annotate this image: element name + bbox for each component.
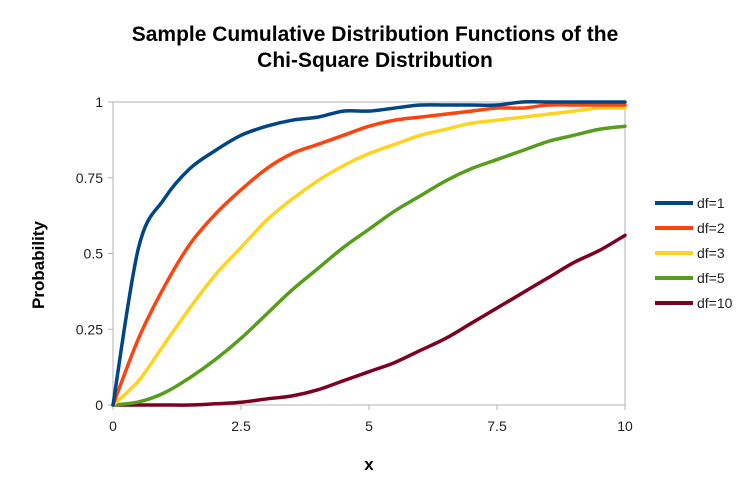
- legend-label: df=2: [697, 220, 725, 236]
- chart-title-line-2: Chi-Square Distribution: [257, 49, 493, 72]
- x-axis-title: x: [364, 455, 374, 474]
- legend-label: df=10: [697, 295, 733, 311]
- y-ticks: 0 0.25 0.5 0.75 1: [76, 94, 113, 413]
- x-tick-label: 10: [617, 418, 633, 434]
- series-line-df-10: [111, 233, 627, 407]
- x-tick-label: 5: [365, 418, 373, 434]
- y-axis-title: Probability: [29, 221, 48, 309]
- chart-title-line-1: Sample Cumulative Distribution Functions…: [131, 23, 619, 46]
- x-tick-label: 0: [109, 418, 117, 434]
- x-ticks: 0 2.5 5 7.5 10: [109, 405, 633, 434]
- legend-item: df=1: [655, 195, 725, 211]
- legend-label: df=1: [697, 195, 725, 211]
- y-tick-label: 1: [95, 94, 103, 110]
- series-line-df-5: [111, 124, 627, 407]
- series-lines: [111, 100, 627, 407]
- y-tick-label: 0: [95, 397, 103, 413]
- y-tick-label: 0.25: [76, 321, 103, 337]
- legend-item: df=3: [655, 245, 725, 261]
- legend-label: df=5: [697, 270, 725, 286]
- series-line-df-3: [111, 106, 627, 407]
- legend-item: df=5: [655, 270, 725, 286]
- series-line-df-2: [111, 103, 627, 407]
- axes: [108, 101, 626, 410]
- legend: df=1 df=2 df=3 df=5 df=10: [655, 195, 733, 311]
- y-tick-label: 0.5: [84, 246, 104, 262]
- legend-item: df=10: [655, 295, 733, 311]
- y-tick-label: 0.75: [76, 170, 103, 186]
- x-tick-label: 2.5: [231, 418, 251, 434]
- series-line-df-1: [111, 100, 627, 407]
- chart-title: Sample Cumulative Distribution Functions…: [0, 22, 750, 74]
- x-tick-label: 7.5: [487, 418, 507, 434]
- legend-label: df=3: [697, 245, 725, 261]
- legend-item: df=2: [655, 220, 725, 236]
